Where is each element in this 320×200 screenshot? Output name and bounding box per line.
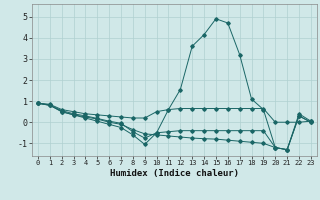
X-axis label: Humidex (Indice chaleur): Humidex (Indice chaleur) <box>110 169 239 178</box>
